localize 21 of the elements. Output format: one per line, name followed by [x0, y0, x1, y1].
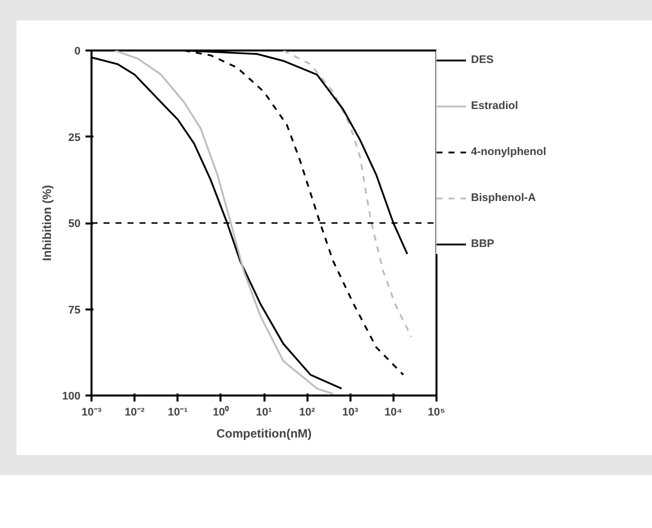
x-tick-label: 10⁵	[428, 406, 446, 418]
x-tick-label: 10³	[342, 406, 359, 418]
legend-label: Estradiol	[471, 100, 518, 112]
y-tick-label: 100	[62, 390, 81, 402]
x-tick-label: 10⁴	[384, 406, 402, 418]
x-tick-label: 10⁻²	[124, 406, 145, 418]
legend-label: Bisphenol-A	[471, 192, 536, 204]
x-tick-label: 10²	[299, 406, 316, 418]
x-tick-label: 10⁰	[212, 406, 230, 418]
y-axis-title: Inhibition (%)	[40, 185, 54, 261]
x-axis-title: Competition(nM)	[216, 426, 312, 440]
y-tick-label: 0	[74, 46, 81, 58]
y-tick-label: 25	[68, 132, 81, 144]
y-tick-label: 75	[68, 304, 81, 316]
x-tick-label: 10⁻³	[82, 406, 102, 418]
legend-label: DES	[471, 54, 494, 66]
legend-label: 4-nonylphenol	[471, 146, 546, 158]
x-tick-label: 10¹	[256, 406, 272, 418]
x-tick-label: 10⁻¹	[168, 406, 188, 418]
legend-label: BBP	[471, 238, 494, 250]
y-tick-label: 50	[68, 218, 81, 230]
